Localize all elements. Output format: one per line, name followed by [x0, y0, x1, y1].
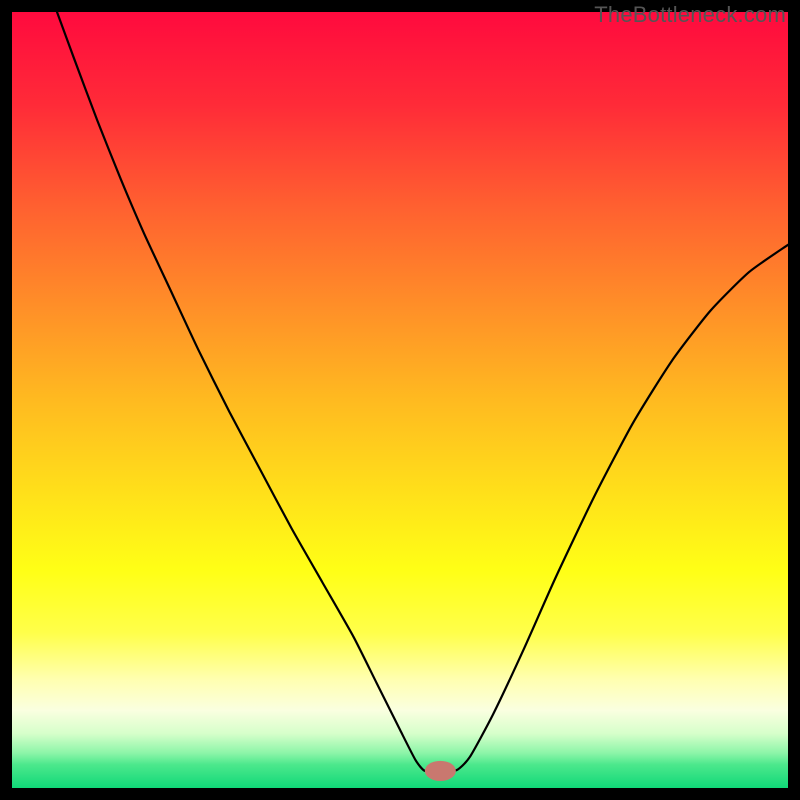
chart-background	[12, 12, 788, 788]
minimum-marker	[425, 761, 456, 781]
bottleneck-chart-svg	[0, 0, 800, 800]
watermark-text: TheBottleneck.com	[594, 2, 786, 28]
chart-container: TheBottleneck.com	[0, 0, 800, 800]
